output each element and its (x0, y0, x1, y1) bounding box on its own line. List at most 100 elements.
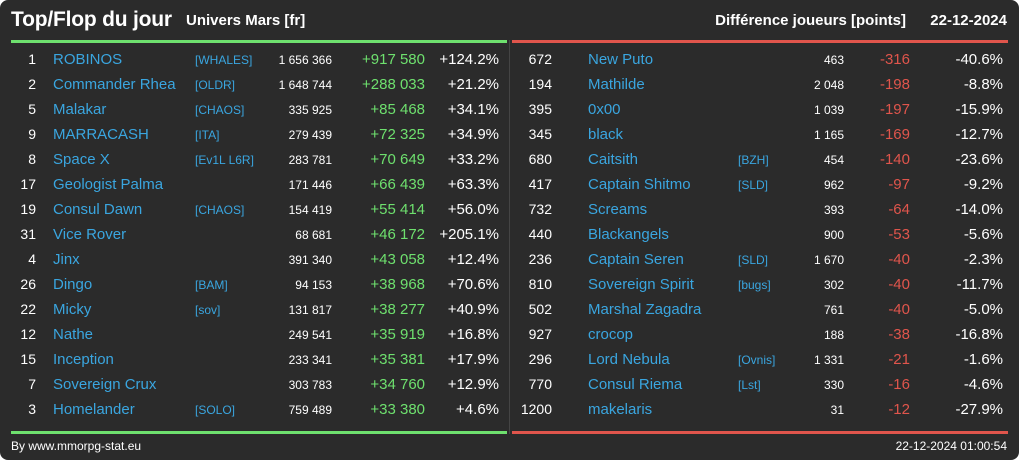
top-player-row: 3 Homelander [SOLO] 759 489 +33 380 +4.6% (11, 397, 507, 422)
player-name-link[interactable]: Consul Riema (588, 376, 683, 393)
alliance-tag-link[interactable]: [SOLO] (195, 403, 236, 417)
points-cell: 761 (823, 303, 844, 317)
player-name-link[interactable]: Dingo (53, 276, 93, 293)
percent-cell: +17.9% (447, 351, 499, 368)
player-name-link[interactable]: Micky (53, 301, 92, 318)
player-name-link[interactable]: Mathilde (588, 76, 645, 93)
percent-cell: +205.1% (439, 226, 499, 243)
points-cell: 393 (823, 203, 844, 217)
rank-cell: 26 (20, 276, 36, 292)
difference-cell: +288 033 (362, 76, 425, 93)
difference-cell: -169 (879, 126, 910, 143)
points-cell: 94 153 (295, 278, 332, 292)
rank-cell: 17 (20, 176, 36, 192)
points-cell: 1 039 (813, 103, 844, 117)
player-name-link[interactable]: Homelander (53, 401, 135, 418)
alliance-tag-link[interactable]: [BAM] (195, 278, 228, 292)
rank-cell: 194 (528, 76, 552, 92)
player-name-link[interactable]: Caitsith (588, 151, 639, 168)
points-cell: 1 331 (813, 353, 844, 367)
alliance-tag-link[interactable]: [CHAOS] (195, 203, 245, 217)
difference-cell: +55 414 (370, 201, 425, 218)
player-name-link[interactable]: Geologist Palma (53, 176, 164, 193)
percent-cell: -2.3% (963, 251, 1003, 268)
player-name-link[interactable]: 0x00 (588, 101, 621, 118)
source-link[interactable]: By www.mmorpg-stat.eu (11, 439, 142, 453)
alliance-tag-link[interactable]: [SLD] (738, 178, 769, 192)
bottom-divider-red (512, 431, 1008, 434)
player-name-link[interactable]: Marshal Zagadra (588, 301, 702, 318)
alliance-tag-link[interactable]: [Ovnis] (738, 353, 776, 367)
difference-cell: -97 (888, 176, 910, 193)
player-name-link[interactable]: makelaris (588, 401, 653, 418)
alliance-tag-link[interactable]: [CHAOS] (195, 103, 245, 117)
percent-cell: -14.0% (955, 201, 1003, 218)
points-cell: 759 489 (288, 403, 332, 417)
rank-cell: 672 (528, 51, 552, 67)
player-name-link[interactable]: crocop (588, 326, 634, 343)
rank-cell: 395 (528, 101, 552, 117)
difference-cell: -40 (888, 301, 910, 318)
points-cell: 283 781 (288, 153, 332, 167)
player-name-link[interactable]: Vice Rover (53, 226, 127, 243)
percent-cell: +33.2% (447, 151, 499, 168)
points-cell: 302 (823, 278, 844, 292)
player-name-link[interactable]: Captain Seren (588, 251, 684, 268)
player-name-link[interactable]: Nathe (53, 326, 94, 343)
top-gainers-table: 1 ROBINOS [WHALES] 1 656 366 +917 580 +124.2%… (11, 47, 507, 422)
points-cell: 1 648 744 (278, 78, 332, 92)
rank-cell: 9 (28, 126, 36, 142)
rank-cell: 770 (528, 376, 552, 392)
percent-cell: +40.9% (447, 301, 499, 318)
rank-cell: 15 (20, 351, 36, 367)
difference-cell: +85 468 (370, 101, 425, 118)
rank-cell: 12 (20, 326, 36, 342)
alliance-tag-link[interactable]: [Ev1L L6R] (195, 153, 254, 167)
points-cell: 335 925 (288, 103, 332, 117)
player-name-link[interactable]: Malakar (53, 101, 107, 118)
points-cell: 249 541 (288, 328, 332, 342)
difference-cell: +46 172 (370, 226, 425, 243)
points-cell: 454 (823, 153, 844, 167)
player-name-link[interactable]: ROBINOS (53, 51, 123, 68)
universe-label: Univers Mars [fr] (186, 12, 306, 29)
player-name-link[interactable]: Captain Shitmo (588, 176, 691, 193)
difference-cell: -53 (888, 226, 910, 243)
player-name-link[interactable]: Space X (53, 151, 110, 168)
alliance-tag-link[interactable]: [sov] (195, 303, 221, 317)
difference-cell: +66 439 (370, 176, 425, 193)
points-cell: 279 439 (288, 128, 332, 142)
top-player-row: 4 Jinx 391 340 +43 058 +12.4% (11, 247, 507, 272)
player-name-link[interactable]: Inception (53, 351, 114, 368)
player-name-link[interactable]: Blackangels (588, 226, 669, 243)
player-name-link[interactable]: Lord Nebula (588, 351, 670, 368)
top-divider-green (11, 40, 507, 43)
alliance-tag-link[interactable]: [SLD] (738, 253, 769, 267)
alliance-tag-link[interactable]: [BZH] (738, 153, 769, 167)
player-name-link[interactable]: New Puto (588, 51, 654, 68)
points-cell: 171 446 (288, 178, 332, 192)
percent-cell: +21.2% (447, 76, 499, 93)
player-name-link[interactable]: black (588, 126, 624, 143)
percent-cell: -15.9% (955, 101, 1003, 118)
alliance-tag-link[interactable]: [OLDR] (195, 78, 236, 92)
points-cell: 391 340 (288, 253, 332, 267)
player-name-link[interactable]: MARRACASH (53, 126, 149, 143)
flop-player-row: 680 Caitsith [BZH] 454 -140 -23.6% (512, 147, 1008, 172)
player-name-link[interactable]: Jinx (53, 251, 80, 268)
player-name-link[interactable]: Consul Dawn (53, 201, 143, 218)
alliance-tag-link[interactable]: [WHALES] (195, 53, 253, 67)
rank-cell: 345 (528, 126, 552, 142)
top-player-row: 2 Commander Rhea [OLDR] 1 648 744 +288 033 +2… (11, 72, 507, 97)
top-player-row: 8 Space X [Ev1L L6R] 283 781 +70 649 +33.2% (11, 147, 507, 172)
percent-cell: -40.6% (955, 51, 1003, 68)
alliance-tag-link[interactable]: [ITA] (195, 128, 220, 142)
player-name-link[interactable]: Sovereign Spirit (588, 276, 694, 293)
alliance-tag-link[interactable]: [Lst] (738, 378, 761, 392)
difference-cell: +35 919 (370, 326, 425, 343)
player-name-link[interactable]: Sovereign Crux (53, 376, 157, 393)
player-name-link[interactable]: Commander Rhea (53, 76, 176, 93)
player-name-link[interactable]: Screams (588, 201, 648, 218)
alliance-tag-link[interactable]: [bugs] (738, 278, 771, 292)
